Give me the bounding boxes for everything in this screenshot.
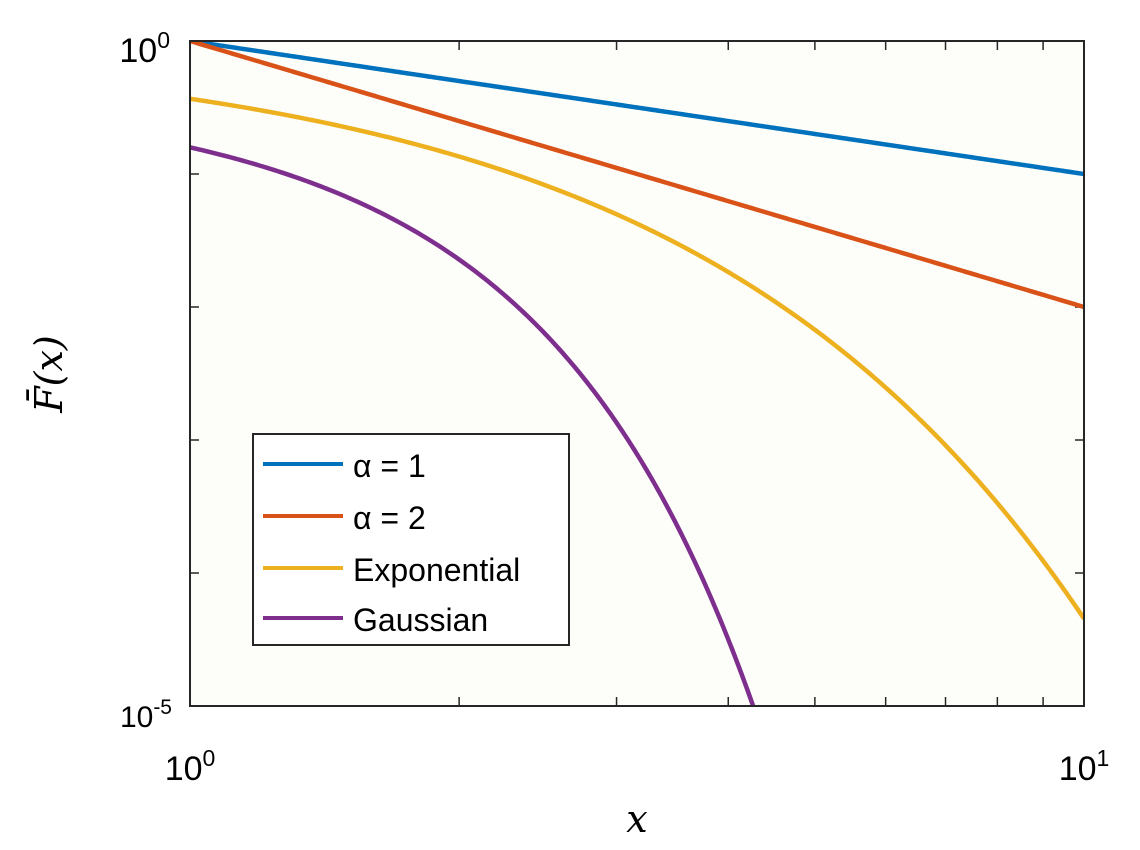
series-exponential-line [190, 96, 1084, 620]
legend-label-1: α = 2 [353, 500, 426, 536]
legend-box [252, 433, 570, 646]
x-tick-label-1: 101 [1059, 745, 1110, 788]
legend-label-0: α = 1 [353, 448, 426, 484]
legend-label-3: Gaussian [353, 602, 488, 638]
x-tick-label-0: 100 [165, 745, 216, 788]
series-alpha-1-line [190, 41, 1084, 177]
legend: α = 1 α = 2 Exponential Gaussian [252, 433, 570, 646]
series-group [190, 41, 1084, 706]
series-alpha-2-line [190, 41, 1084, 310]
y-tick-label-0: 100 [119, 27, 170, 70]
y-tick-label-1: 10-5 [120, 696, 172, 734]
legend-label-2: Exponential [353, 552, 520, 588]
series-gaussian-line [190, 145, 756, 706]
plot-frame [189, 40, 1085, 707]
y-axis-label: F̄(x) [27, 335, 71, 413]
x-axis-label: x [626, 797, 647, 841]
